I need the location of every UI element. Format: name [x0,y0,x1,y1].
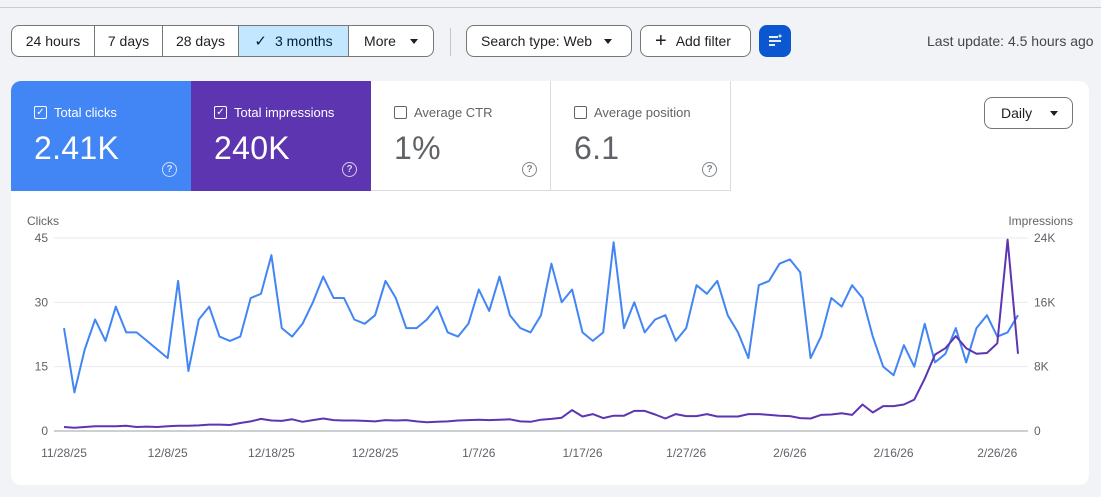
range-label: 3 months [274,33,333,49]
checkbox-unchecked-icon[interactable] [574,106,587,119]
top-divider [0,7,1101,8]
x-tick-label: 2/16/26 [874,446,914,460]
help-icon[interactable]: ? [702,162,717,177]
x-tick-label: 12/18/25 [248,446,295,460]
checkbox-checked-icon[interactable]: ✓ [214,106,227,119]
metric-label: Total impressions [234,105,335,120]
search-type-dropdown[interactable]: Search type: Web [466,25,632,57]
metric-average-position[interactable]: Average position 6.1 ? [551,81,731,191]
range-label: 7 days [107,33,150,49]
tune-icon [769,33,783,46]
performance-card: ✓ Total clicks 2.41K ? ✓ Total impressions… [11,81,1089,485]
metric-value: 240K [214,130,290,166]
x-tick-label: 2/26/26 [977,446,1017,460]
search-type-label: Search type: Web [481,33,593,49]
help-icon[interactable]: ? [342,162,357,177]
filter-settings-button[interactable] [759,25,791,57]
range-28-days[interactable]: 28 days [163,26,239,56]
series-line-impressions [63,238,1019,429]
y2-tick-label: 16K [1034,295,1055,309]
metric-label: Average position [594,105,691,120]
metric-label: Total clicks [54,105,117,120]
metric-total-impressions[interactable]: ✓ Total impressions 240K ? [191,81,371,191]
y-tick-label: 15 [35,360,49,374]
plus-icon: + [655,30,667,52]
y-tick-label: 30 [35,295,49,309]
help-icon[interactable]: ? [162,162,177,177]
caret-down-icon [604,38,613,44]
x-tick-label: 1/7/26 [462,446,496,460]
check-icon: ✓ [254,33,267,50]
last-update-text: Last update: 4.5 hours ago [927,33,1094,49]
checkbox-checked-icon[interactable]: ✓ [34,106,47,119]
range-24-hours[interactable]: 24 hours [12,26,95,56]
granularity-dropdown[interactable]: Daily [984,97,1073,129]
performance-chart: 0 0 15 8K 30 16K 45 24K Clicks Impressions 11/28/2… [27,214,1073,460]
x-tick-label: 11/28/25 [41,446,87,460]
y-tick-label: 45 [35,231,49,245]
metric-value: 2.41K [34,130,120,166]
metric-label: Average CTR [414,105,493,120]
x-tick-label: 2/6/26 [773,446,807,460]
date-range-selector: 24 hours 7 days 28 days ✓ 3 months More [11,25,434,57]
x-tick-label: 12/8/25 [148,446,188,460]
range-7-days[interactable]: 7 days [95,26,163,56]
x-tick-label: 1/27/26 [666,446,706,460]
caret-down-icon [409,38,418,44]
metric-total-clicks[interactable]: ✓ Total clicks 2.41K ? [11,81,191,191]
metric-average-ctr[interactable]: Average CTR 1% ? [371,81,551,191]
series-line-clicks [63,241,1019,394]
help-icon[interactable]: ? [522,162,537,177]
checkbox-unchecked-icon[interactable] [394,106,407,119]
y-tick-label: 0 [41,424,48,438]
metric-value: 6.1 [574,130,620,166]
y2-axis-label: Impressions [1008,214,1073,228]
y2-tick-label: 0 [1034,424,1041,438]
range-label: More [364,33,396,49]
range-more[interactable]: More [349,26,433,56]
add-filter-button[interactable]: + Add filter [640,25,751,57]
range-3-months[interactable]: ✓ 3 months [239,26,349,56]
x-tick-label: 12/28/25 [352,446,399,460]
metric-value: 1% [394,130,441,166]
toolbar-divider [450,28,451,56]
y2-tick-label: 8K [1034,360,1049,374]
caret-down-icon [1050,110,1059,116]
toolbar: 24 hours 7 days 28 days ✓ 3 months More S… [0,24,1101,58]
granularity-label: Daily [1001,105,1033,121]
range-label: 28 days [175,33,226,49]
add-filter-label: Add filter [675,33,731,49]
y-axis-label: Clicks [27,214,59,228]
y2-tick-label: 24K [1034,231,1055,245]
x-tick-label: 1/17/26 [562,446,602,460]
range-label: 24 hours [25,33,81,49]
